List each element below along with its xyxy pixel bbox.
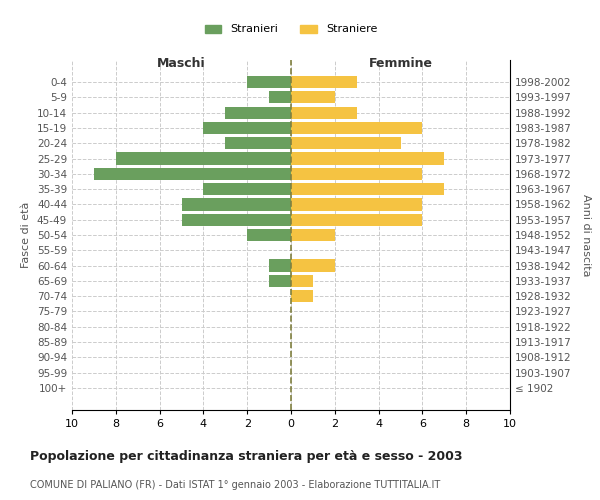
Bar xyxy=(291,198,422,210)
Bar xyxy=(269,275,291,287)
Bar xyxy=(291,168,422,180)
Bar xyxy=(247,229,291,241)
Bar xyxy=(182,214,291,226)
Bar xyxy=(291,214,422,226)
Bar xyxy=(291,137,401,149)
Bar xyxy=(247,76,291,88)
Bar xyxy=(291,183,444,195)
Bar xyxy=(203,183,291,195)
Bar xyxy=(94,168,291,180)
Bar xyxy=(226,137,291,149)
Bar xyxy=(291,260,335,272)
Bar xyxy=(291,106,356,118)
Text: Maschi: Maschi xyxy=(157,57,206,70)
Y-axis label: Fasce di età: Fasce di età xyxy=(22,202,31,268)
Y-axis label: Anni di nascita: Anni di nascita xyxy=(581,194,591,276)
Bar xyxy=(291,76,356,88)
Bar xyxy=(116,152,291,164)
Bar xyxy=(203,122,291,134)
Bar xyxy=(269,260,291,272)
Bar xyxy=(291,290,313,302)
Bar xyxy=(291,122,422,134)
Bar xyxy=(226,106,291,118)
Legend: Stranieri, Straniere: Stranieri, Straniere xyxy=(200,20,382,39)
Bar xyxy=(291,152,444,164)
Text: Popolazione per cittadinanza straniera per età e sesso - 2003: Popolazione per cittadinanza straniera p… xyxy=(30,450,463,463)
Bar xyxy=(291,229,335,241)
Text: Femmine: Femmine xyxy=(368,57,433,70)
Bar xyxy=(269,91,291,104)
Bar xyxy=(291,275,313,287)
Text: COMUNE DI PALIANO (FR) - Dati ISTAT 1° gennaio 2003 - Elaborazione TUTTITALIA.IT: COMUNE DI PALIANO (FR) - Dati ISTAT 1° g… xyxy=(30,480,440,490)
Bar xyxy=(182,198,291,210)
Bar xyxy=(291,91,335,104)
